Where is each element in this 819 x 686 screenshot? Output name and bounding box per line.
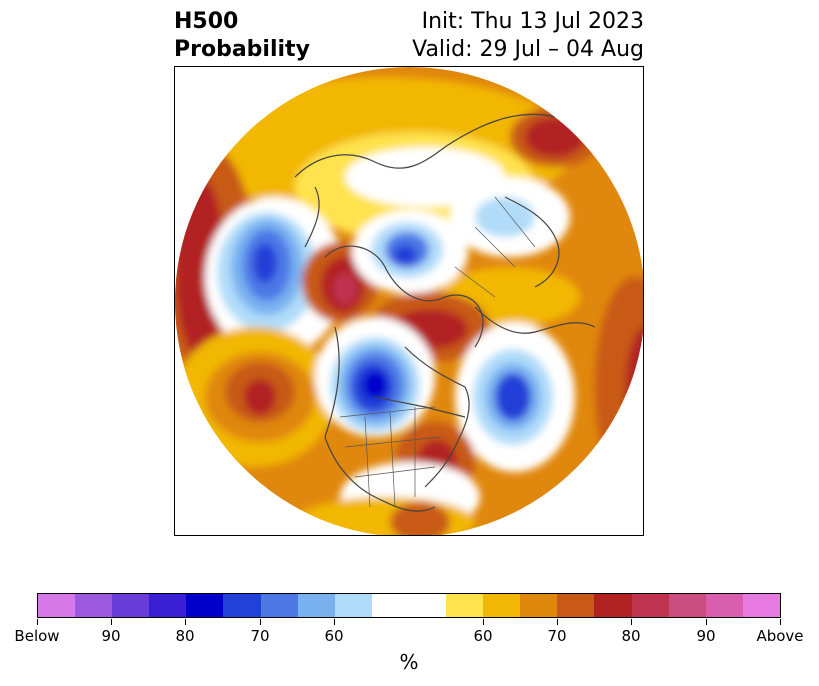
coastlines [294, 113, 596, 512]
colorbar-tick-label: Below [14, 627, 60, 645]
colorbar-tick [631, 619, 632, 625]
borders [339, 196, 536, 508]
colorbar-tick [185, 619, 186, 625]
colorbar-tick-label: 70 [250, 627, 270, 645]
colorbar-segment [668, 594, 706, 617]
colorbar-tick [557, 619, 558, 625]
colorbar-tick [780, 619, 781, 625]
colorbar-segment [260, 594, 298, 617]
anomaly-field [175, 67, 643, 535]
colorbar-tick-label: Above [756, 627, 804, 645]
colorbar-unit: % [399, 650, 419, 674]
colorbar-tick-label: 80 [621, 627, 641, 645]
colorbar-segment [631, 594, 669, 617]
colorbar [37, 593, 781, 618]
colorbar-segment [75, 594, 113, 617]
colorbar-segment [483, 594, 521, 617]
colorbar-segment [446, 594, 484, 617]
colorbar-segment [557, 594, 595, 617]
colorbar-tick-label: 60 [324, 627, 344, 645]
title-variable: H500 [174, 9, 239, 34]
valid-range: Valid: 29 Jul – 04 Aug [412, 37, 644, 62]
colorbar-segment [297, 594, 335, 617]
colorbar-tick [334, 619, 335, 625]
colorbar-segment [186, 594, 224, 617]
colorbar-tick-label: 90 [696, 627, 716, 645]
colorbar-segment [112, 594, 150, 617]
colorbar-tick-label: 90 [101, 627, 121, 645]
colorbar-segment [38, 594, 76, 617]
map-title: H500 Probability [174, 8, 310, 64]
date-block: Init: Thu 13 Jul 2023 Valid: 29 Jul – 04… [412, 8, 644, 64]
colorbar-tick [37, 619, 38, 625]
probability-map [174, 66, 644, 536]
colorbar-segment [334, 594, 372, 617]
title-product: Probability [174, 37, 310, 62]
colorbar-segment [705, 594, 743, 617]
colorbar-tick [706, 619, 707, 625]
colorbar-tick-label: 60 [473, 627, 493, 645]
colorbar-tick-label: 70 [547, 627, 567, 645]
colorbar-segment [594, 594, 632, 617]
colorbar-segment [742, 594, 780, 617]
colorbar-tick [111, 619, 112, 625]
colorbar-segment [371, 594, 447, 617]
colorbar-segment [520, 594, 558, 617]
colorbar-tick [483, 619, 484, 625]
colorbar-tick [260, 619, 261, 625]
polar-map-svg [175, 67, 643, 535]
colorbar-tick-label: 80 [175, 627, 195, 645]
colorbar-segment [149, 594, 187, 617]
colorbar-segment [223, 594, 261, 617]
init-date: Init: Thu 13 Jul 2023 [421, 9, 644, 34]
